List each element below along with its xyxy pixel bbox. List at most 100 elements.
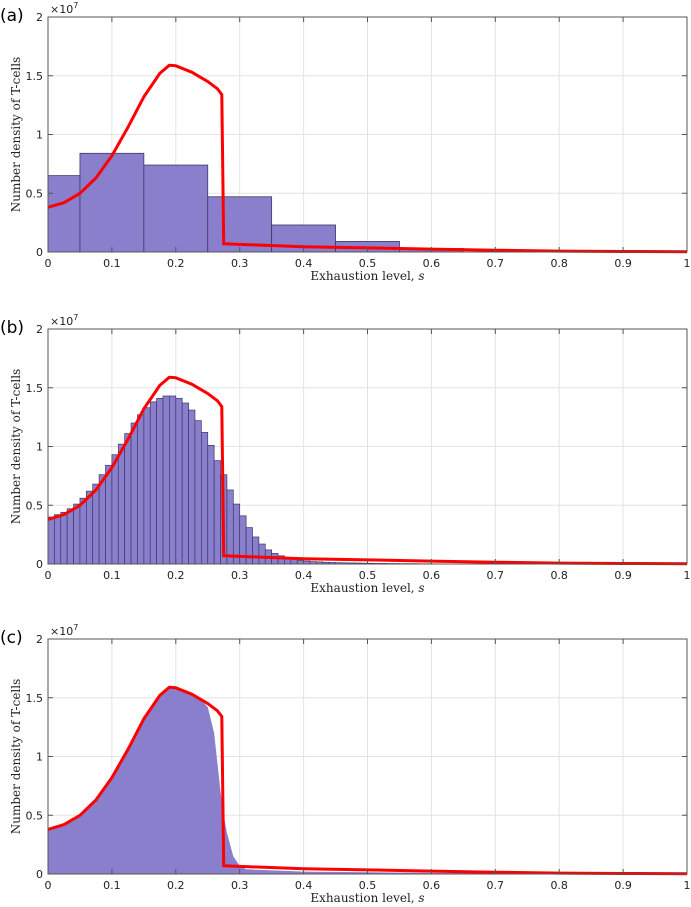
x-tick-label: 0 xyxy=(45,879,52,892)
histogram-bar xyxy=(175,397,183,565)
histogram-bar xyxy=(47,175,81,253)
x-tick-label: 0.1 xyxy=(103,879,121,892)
histogram-bar xyxy=(143,164,209,253)
panel-label: (c) xyxy=(0,628,23,648)
x-tick-label: 0.3 xyxy=(231,879,249,892)
histogram-bar xyxy=(47,516,55,565)
histogram-bar xyxy=(143,407,151,565)
x-tick-label: 0.7 xyxy=(487,257,505,270)
histogram-bar xyxy=(79,152,145,253)
histogram-bar xyxy=(60,511,68,565)
y-tick-label: 2 xyxy=(36,323,43,336)
histogram-bar xyxy=(79,497,87,565)
x-tick-label: 0.9 xyxy=(614,569,632,582)
x-axis-label: Exhaustion level, s xyxy=(310,891,424,905)
histogram-bar xyxy=(66,508,74,565)
histogram-bar xyxy=(188,409,196,565)
x-tick-label: 0.7 xyxy=(487,879,505,892)
y-axis-label: Number density of T-cells xyxy=(9,679,23,835)
model-curve xyxy=(47,375,688,566)
y-tick-label: 1.5 xyxy=(26,692,44,705)
y-tick-label: 0.5 xyxy=(26,809,44,822)
y-tick-label: 0.5 xyxy=(26,499,44,512)
panel-label: (a) xyxy=(0,6,24,26)
model-curve xyxy=(47,685,688,876)
x-tick-label: 0.3 xyxy=(231,569,249,582)
histogram-bar xyxy=(245,527,253,565)
y-exponent-label: ×107 xyxy=(50,1,78,16)
histogram-bar xyxy=(54,514,62,565)
histogram-bar xyxy=(169,395,177,565)
y-tick-label: 1.5 xyxy=(26,70,44,83)
panel-b: 0 0.1 0.2 0.3 0.4 0.5 0.6 0.7 0.8 0.9 1 0 0.5 1 1.5 2 ×1… xyxy=(0,313,691,595)
y-tick-label: 0 xyxy=(36,558,43,571)
x-tick-label: 0.5 xyxy=(359,257,377,270)
histogram-bar xyxy=(207,444,215,565)
y-exponent-label: ×107 xyxy=(50,313,78,328)
histogram-bar xyxy=(162,395,170,565)
histogram-bar xyxy=(201,432,209,565)
x-tick-label: 0 xyxy=(45,257,52,270)
x-tick-label: 0.5 xyxy=(359,569,377,582)
panel-a: 0 0.1 0.2 0.3 0.4 0.5 0.6 0.7 0.8 0.9 1 0 0.5 1 1.5 2 ×1… xyxy=(0,1,691,283)
x-tick-label: 0.4 xyxy=(295,569,313,582)
x-tick-label: 0.7 xyxy=(487,569,505,582)
x-axis-variable: s xyxy=(418,269,424,283)
x-axis-label: Exhaustion level, s xyxy=(310,269,424,283)
x-tick-label: 0.1 xyxy=(103,257,121,270)
x-tick-label: 0.8 xyxy=(550,257,568,270)
y-tick-label: 1 xyxy=(36,751,43,764)
y-tick-label: 1 xyxy=(36,441,43,454)
y-axis-label: Number density of T-cells xyxy=(9,57,23,213)
x-tick-label: 0.5 xyxy=(359,879,377,892)
panel-label: (b) xyxy=(0,318,24,338)
x-tick-label: 1 xyxy=(684,569,691,582)
y-tick-label: 1 xyxy=(36,129,43,142)
x-tick-label: 0.2 xyxy=(167,569,185,582)
histogram-bar xyxy=(194,420,202,565)
x-axis-label: Exhaustion level, s xyxy=(310,581,424,595)
y-exponent-power: 7 xyxy=(73,313,78,322)
histogram-bar xyxy=(73,503,81,565)
y-tick-label: 0 xyxy=(36,246,43,259)
x-tick-label: 0.9 xyxy=(614,257,632,270)
panel-c: 0 0.1 0.2 0.3 0.4 0.5 0.6 0.7 0.8 0.9 1 0 0.5 1 1.5 2 ×1… xyxy=(0,623,691,905)
x-tick-label: 0.2 xyxy=(167,257,185,270)
x-tick-label: 0.6 xyxy=(423,569,441,582)
histogram-bar xyxy=(130,422,138,565)
histogram-bar xyxy=(117,443,126,565)
y-tick-label: 2 xyxy=(36,633,43,646)
histogram-bar xyxy=(105,464,113,565)
histogram-bar xyxy=(149,401,157,565)
x-tick-label: 0.3 xyxy=(231,257,249,270)
y-tick-label: 1.5 xyxy=(26,382,44,395)
y-tick-label: 0.5 xyxy=(26,187,44,200)
x-tick-label: 1 xyxy=(684,879,691,892)
histogram-bar xyxy=(111,454,119,565)
histogram-bar xyxy=(181,402,189,565)
histogram-bar xyxy=(258,543,266,565)
x-tick-label: 1 xyxy=(684,257,691,270)
histogram-bar xyxy=(156,397,164,565)
histogram-bar xyxy=(92,483,100,565)
histogram-bar xyxy=(85,490,94,565)
x-tick-label: 0.9 xyxy=(614,879,632,892)
x-tick-label: 0.1 xyxy=(103,569,121,582)
y-axis-label: Number density of T-cells xyxy=(9,369,23,525)
x-tick-label: 0.6 xyxy=(423,879,441,892)
histogram-bar xyxy=(137,414,145,565)
x-tick-label: 0.4 xyxy=(295,879,313,892)
y-tick-label: 0 xyxy=(36,868,43,881)
x-axis-variable: s xyxy=(418,891,424,905)
histogram-bar xyxy=(296,560,304,565)
histogram-bar xyxy=(213,460,221,565)
histogram-area xyxy=(48,688,687,874)
histogram-bar xyxy=(290,558,298,565)
y-tick-label: 2 xyxy=(36,11,43,24)
histogram-bar xyxy=(98,474,106,565)
y-exponent-power: 7 xyxy=(73,1,78,10)
histogram-bar xyxy=(252,536,260,565)
y-exponent-label: ×107 xyxy=(50,623,78,638)
y-exponent-power: 7 xyxy=(73,623,78,632)
